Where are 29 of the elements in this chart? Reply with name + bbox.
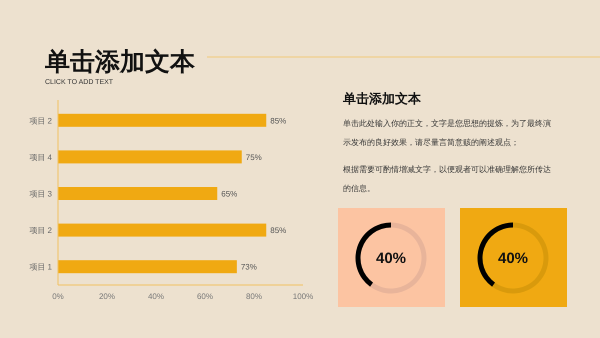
x-tick-label: 80% bbox=[246, 292, 262, 301]
donut-slice bbox=[370, 222, 426, 294]
x-tick-label: 60% bbox=[196, 292, 214, 301]
text: 40% bbox=[376, 250, 406, 267]
data-label: 85% bbox=[270, 226, 286, 236]
y-tick-label: 项目 2 bbox=[29, 226, 53, 236]
donut-slice bbox=[492, 222, 548, 294]
text: 根据需要可酌情增减文字，以便观者可以准确理解您所传达的信息。 bbox=[343, 165, 551, 193]
text: 单击添加文本 bbox=[343, 90, 422, 108]
x-tick-label: 100% bbox=[292, 292, 314, 301]
data-label: 73% bbox=[240, 262, 257, 272]
data-label: 85% bbox=[270, 116, 286, 126]
chart-title: 单击添加文本 bbox=[44, 48, 196, 76]
bar bbox=[58, 224, 266, 237]
x-tick-label: 40% bbox=[148, 292, 164, 301]
bar bbox=[58, 187, 218, 200]
data-label: 75% bbox=[246, 152, 262, 162]
y-tick-label: 项目 4 bbox=[29, 152, 53, 162]
x-tick-label: 0% bbox=[52, 292, 64, 301]
y-tick-label: 项目 2 bbox=[29, 116, 53, 126]
x-tick-label: 20% bbox=[98, 292, 116, 301]
y-tick-label: 项目 1 bbox=[29, 262, 53, 272]
data-label: 65% bbox=[221, 190, 238, 198]
y-tick-label: 项目 3 bbox=[29, 190, 53, 198]
text: 40% bbox=[498, 250, 528, 267]
bar bbox=[58, 150, 242, 164]
text: 单击此处输入你的正文，文字是您思想的提炼，为了最终演示发布的良好效果，请尽量言简意赅的阐述观点； bbox=[343, 119, 551, 147]
bar bbox=[58, 114, 266, 127]
bar bbox=[58, 260, 237, 274]
